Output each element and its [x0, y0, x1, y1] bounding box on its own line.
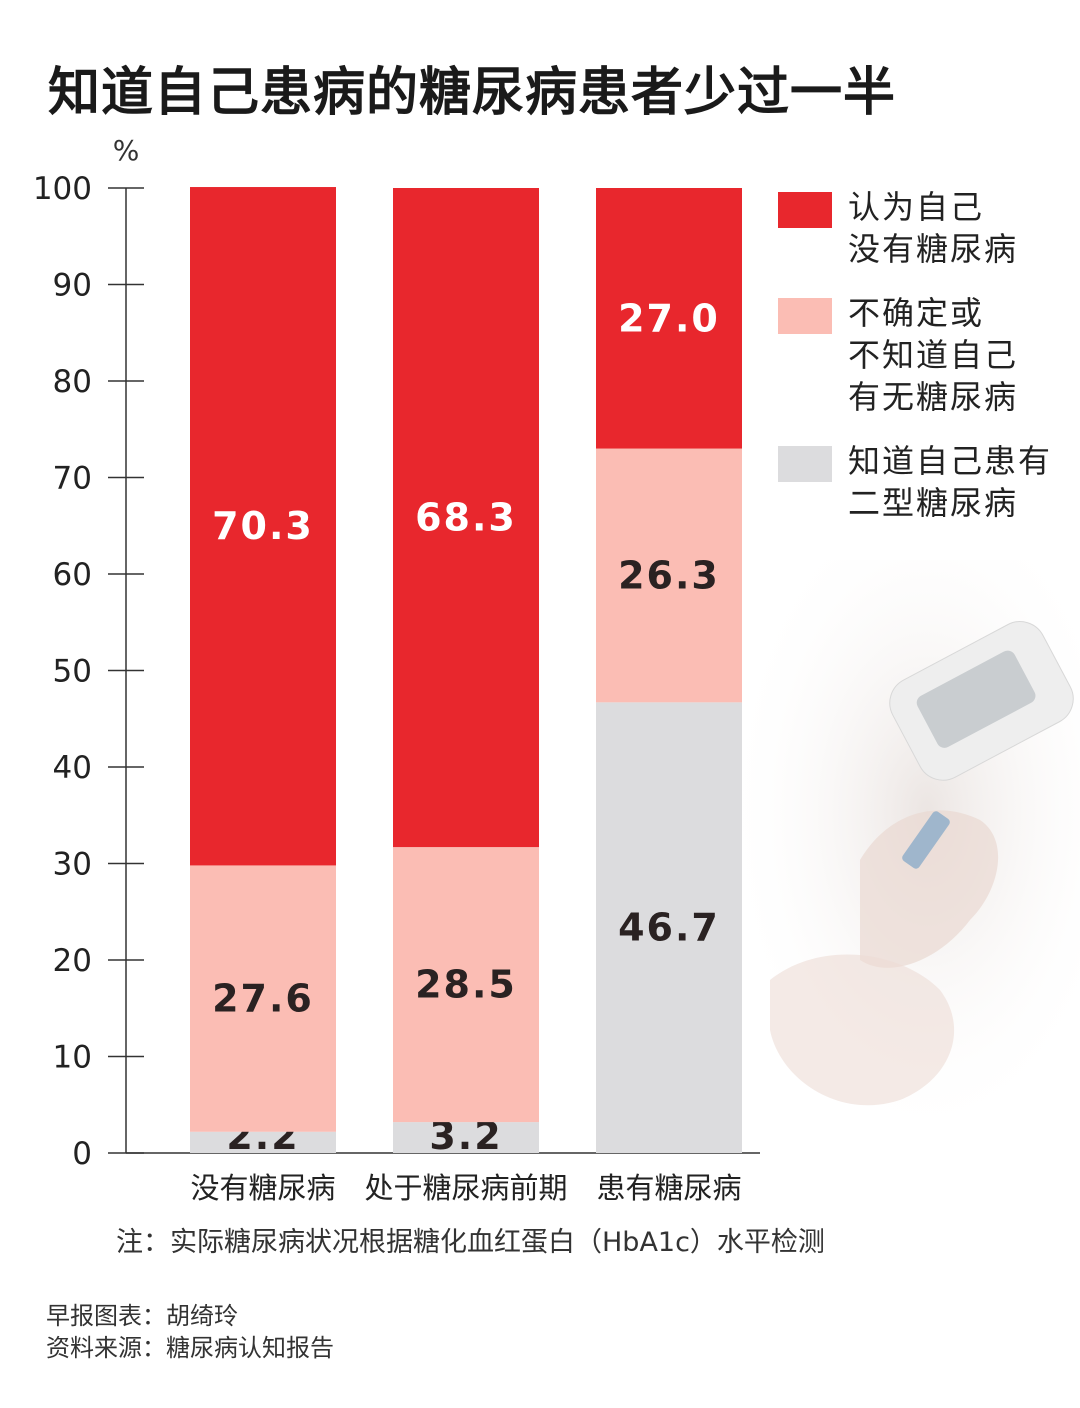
- legend-item-know-type2: 知道自己患有 二型糖尿病: [778, 440, 1068, 524]
- legend-item-think-no-diabetes: 认为自己 没有糖尿病: [778, 186, 1068, 270]
- y-tick-label: 80: [53, 364, 92, 400]
- legend-swatch-gray: [778, 446, 832, 482]
- bar-segment: [190, 1131, 336, 1153]
- legend-label-line: 没有糖尿病: [848, 230, 1019, 268]
- data-label: 28.5: [415, 963, 517, 1007]
- y-tick-label: 20: [53, 943, 92, 979]
- y-tick-label: 60: [53, 557, 92, 593]
- x-tick-label: 没有糖尿病: [190, 1171, 335, 1205]
- y-tick-label: 0: [72, 1136, 92, 1172]
- bar-segment: [393, 1122, 539, 1153]
- bar-segment: [190, 865, 336, 1132]
- chart-legend: 认为自己 没有糖尿病 不确定或 不知道自己 有无糖尿病 知道自己患有 二型糖尿病: [778, 186, 1068, 546]
- legend-label-line: 二型糖尿病: [848, 484, 1019, 522]
- legend-swatch-red: [778, 192, 832, 228]
- legend-label-line: 不确定或: [848, 294, 985, 332]
- legend-item-unsure: 不确定或 不知道自己 有无糖尿病: [778, 292, 1068, 418]
- chart-title: 知道自己患病的糖尿病患者少过一半: [48, 63, 897, 123]
- y-tick-label: 40: [53, 750, 92, 786]
- legend-label-line: 有无糖尿病: [848, 378, 1019, 416]
- data-label: 27.0: [618, 296, 720, 340]
- glucose-meter-photo: [740, 560, 1080, 1120]
- legend-label-line: 知道自己患有: [848, 442, 1053, 480]
- y-tick-label: 50: [53, 654, 92, 690]
- chart-credit: 早报图表：胡绮玲: [46, 1302, 238, 1330]
- data-label: 68.3: [415, 496, 517, 540]
- legend-swatch-pink: [778, 298, 832, 334]
- bar-segment: [596, 188, 742, 449]
- bar-segment: [190, 187, 336, 866]
- legend-label-line: 认为自己: [848, 188, 985, 226]
- legend-label-line: 不知道自己: [848, 336, 1019, 374]
- chart-note: 注：实际糖尿病状况根据糖化血红蛋白（HbA1c）水平检测: [116, 1227, 825, 1258]
- data-label: 27.6: [212, 977, 314, 1021]
- bar-segment: [596, 702, 742, 1153]
- data-label: 26.3: [618, 553, 720, 597]
- bar-segment: [393, 188, 539, 848]
- y-axis-unit: %: [113, 134, 140, 167]
- y-tick-label: 90: [53, 268, 92, 304]
- data-label: 70.3: [212, 504, 314, 548]
- stacked-bar-chart: %01020304050607080901002.227.670.3没有糖尿病3…: [33, 134, 760, 1205]
- y-tick-label: 30: [53, 847, 92, 883]
- y-tick-label: 100: [33, 171, 92, 207]
- y-tick-label: 70: [53, 461, 92, 497]
- data-label: 46.7: [618, 906, 720, 950]
- x-tick-label: 处于糖尿病前期: [364, 1171, 567, 1205]
- bar-segment: [393, 847, 539, 1123]
- y-tick-label: 10: [53, 1040, 92, 1076]
- data-source: 资料来源：糖尿病认知报告: [46, 1334, 334, 1362]
- x-tick-label: 患有糖尿病: [596, 1171, 741, 1205]
- bar-segment: [596, 448, 742, 703]
